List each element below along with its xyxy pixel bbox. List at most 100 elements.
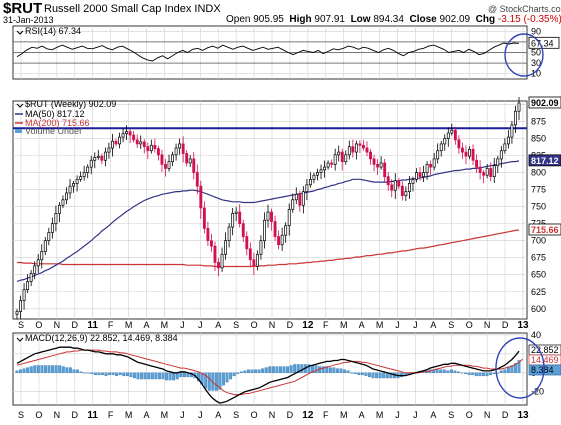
macd-histogram-bar <box>136 372 140 380</box>
candle-body <box>40 251 44 261</box>
candle-body <box>418 172 422 177</box>
candle-body <box>146 146 150 152</box>
volume-legend: Volume Undef <box>25 126 82 136</box>
candle-body <box>263 219 266 242</box>
price-tick-label: 875 <box>531 116 546 126</box>
candle-body <box>446 132 450 139</box>
macd-histogram-bar <box>222 372 225 386</box>
macd-histogram-bar <box>275 366 279 373</box>
rsi-highlight-ellipse <box>504 33 544 77</box>
x-tick-label: F <box>108 410 114 420</box>
x-tick-label: A <box>215 320 221 330</box>
macd-histogram-bar <box>204 372 208 389</box>
price-tick-label: 800 <box>531 168 546 178</box>
candle-body <box>365 147 369 153</box>
x-tick-label: 11 <box>87 410 98 421</box>
macd-histogram-bar <box>125 372 129 377</box>
x-tick-label: A <box>359 410 365 420</box>
x-tick-label: J <box>413 410 418 420</box>
x-tick-label: S <box>233 320 239 330</box>
candle-body <box>400 185 404 197</box>
candle-body <box>514 110 517 126</box>
ma50-last-label-box <box>528 154 561 167</box>
x-tick-label: 12 <box>302 410 314 421</box>
x-tick-label: N <box>484 320 491 330</box>
macd-histogram-bar <box>446 370 450 373</box>
macd-histogram-bar <box>51 365 55 373</box>
macd-histogram-bar <box>293 364 297 373</box>
candle-body <box>496 158 500 167</box>
x-tick-label: F <box>323 320 329 330</box>
macd-histogram-bar <box>182 372 186 378</box>
candle-body <box>489 168 493 177</box>
candle-body <box>362 144 365 149</box>
macd-histogram-bar <box>335 368 339 373</box>
macd-histogram-bar <box>19 369 23 373</box>
x-tick-label: J <box>198 410 203 420</box>
macd-histogram-bar <box>150 372 154 380</box>
candle-body <box>128 131 132 136</box>
low-value: 894.34 <box>373 14 404 25</box>
x-tick-label: A <box>359 320 365 330</box>
x-tick-label: J <box>413 320 418 330</box>
candle-body <box>492 165 496 177</box>
macd-histogram-bar <box>360 372 364 376</box>
macd-histogram-bar <box>364 372 368 377</box>
candle-body <box>354 143 358 153</box>
ma200-last-label-box <box>528 223 561 236</box>
candle-body <box>312 174 316 180</box>
macd-histogram-bar <box>254 369 257 373</box>
macd-histogram-bar <box>389 372 393 379</box>
low-label: Low <box>350 14 371 25</box>
candle-body <box>54 213 58 224</box>
macd-histogram-bar <box>243 370 247 373</box>
open-value: 905.95 <box>253 14 284 25</box>
candle-body <box>471 149 475 161</box>
candle-body <box>468 149 471 157</box>
macd-histogram-bar <box>100 372 104 376</box>
macd-histogram-bar <box>378 372 382 379</box>
macd-histogram-bar <box>382 372 386 379</box>
candle-body <box>43 240 47 252</box>
ma200-legend: MA(200) 715.66 <box>25 118 90 128</box>
candle-body <box>89 159 93 168</box>
x-tick-label: M <box>376 410 384 420</box>
x-tick-label: O <box>251 320 258 330</box>
x-tick-label: J <box>198 320 203 330</box>
macd-histogram-bar <box>225 372 229 383</box>
x-tick-label: J <box>395 410 400 420</box>
candle-body <box>156 148 160 156</box>
candle-body <box>478 166 482 173</box>
macd-histogram-bar <box>239 371 243 373</box>
macd-histogram-bar <box>214 372 218 391</box>
price-tick-label: 700 <box>531 236 546 246</box>
candle-body <box>121 133 125 138</box>
rsi-tick-label: 10 <box>531 69 541 79</box>
x-tick-label: D <box>502 410 509 420</box>
candle-body <box>125 131 129 135</box>
candle-body <box>460 147 464 153</box>
x-tick-label: O <box>35 320 42 330</box>
price-legend-marker <box>16 103 24 108</box>
x-tick-label: J <box>395 320 400 330</box>
macd-histogram-bar <box>40 365 44 373</box>
candle-body <box>118 136 121 145</box>
candle-body <box>206 228 210 242</box>
macd-histogram-bar <box>236 372 240 374</box>
macd-histogram-bar <box>328 367 332 373</box>
macd-histogram-bar <box>179 372 183 378</box>
candle-body <box>75 178 79 184</box>
candle-body <box>294 193 298 201</box>
macd-histogram-bar <box>307 364 311 373</box>
macd-histogram-bar <box>513 363 517 373</box>
x-tick-label: 11 <box>87 320 98 331</box>
macd-histogram-bar <box>460 372 464 374</box>
candle-body <box>319 169 323 173</box>
candle-body <box>57 204 61 214</box>
x-tick-label: A <box>430 320 436 330</box>
macd-histogram-bar <box>79 371 83 373</box>
macd-histogram-bar <box>261 368 265 373</box>
candle-body <box>224 240 228 255</box>
hist-last-label: 8.384 <box>531 365 554 375</box>
rsi-tick-label: 90 <box>531 26 541 36</box>
